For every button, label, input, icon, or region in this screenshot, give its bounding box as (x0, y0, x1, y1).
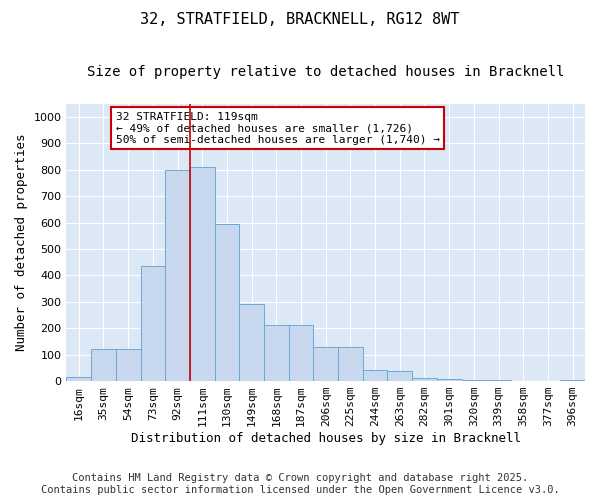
Bar (239, 304, 264, 381)
X-axis label: Distribution of detached houses by size in Bracknell: Distribution of detached houses by size … (131, 432, 521, 445)
Bar (165, 170, 190, 381)
Bar (560, 380, 585, 381)
Bar (388, 371, 412, 381)
Bar (338, 347, 363, 381)
Bar (511, 380, 536, 381)
Bar (486, 380, 511, 381)
Bar (91, 350, 116, 381)
Title: Size of property relative to detached houses in Bracknell: Size of property relative to detached ho… (87, 65, 565, 79)
Bar (215, 224, 239, 381)
Bar (363, 370, 388, 381)
Bar (412, 378, 437, 381)
Text: Contains HM Land Registry data © Crown copyright and database right 2025.
Contai: Contains HM Land Registry data © Crown c… (41, 474, 559, 495)
Bar (67, 377, 91, 381)
Bar (264, 325, 289, 381)
Bar (461, 380, 486, 381)
Bar (140, 266, 165, 381)
Bar (190, 167, 215, 381)
Bar (437, 379, 461, 381)
Y-axis label: Number of detached properties: Number of detached properties (15, 134, 28, 351)
Text: 32 STRATFIELD: 119sqm
← 49% of detached houses are smaller (1,726)
50% of semi-d: 32 STRATFIELD: 119sqm ← 49% of detached … (116, 112, 440, 145)
Bar (116, 350, 140, 381)
Bar (313, 347, 338, 381)
Text: 32, STRATFIELD, BRACKNELL, RG12 8WT: 32, STRATFIELD, BRACKNELL, RG12 8WT (140, 12, 460, 28)
Bar (289, 325, 313, 381)
